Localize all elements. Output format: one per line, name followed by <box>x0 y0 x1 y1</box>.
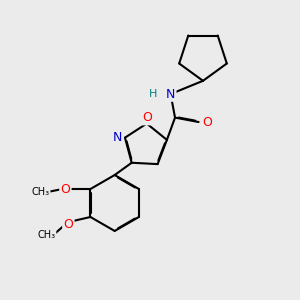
Text: CH₃: CH₃ <box>37 230 55 240</box>
Text: H: H <box>149 89 157 99</box>
Text: O: O <box>142 111 152 124</box>
Text: O: O <box>61 182 70 196</box>
Text: N: N <box>113 131 122 144</box>
Text: N: N <box>166 88 175 100</box>
Text: O: O <box>202 116 212 128</box>
Text: CH₃: CH₃ <box>31 187 50 197</box>
Text: O: O <box>63 218 73 231</box>
